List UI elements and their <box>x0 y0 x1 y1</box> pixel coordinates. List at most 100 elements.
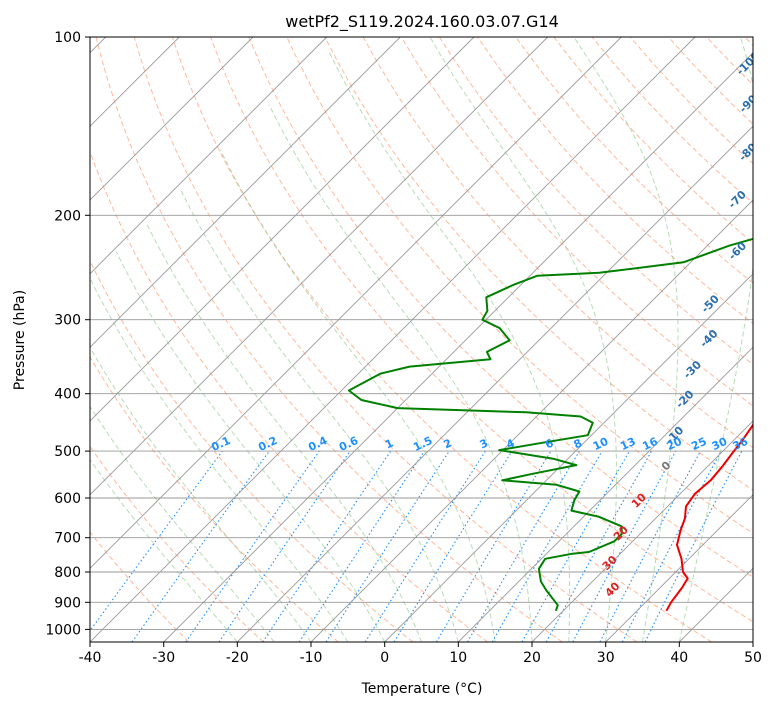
mixing-ratio-line <box>572 450 677 642</box>
mixing-ratio-label: 25 <box>689 435 708 453</box>
dry-adiabat-line <box>515 37 753 284</box>
isotherm-line <box>90 37 622 569</box>
mixing-ratio-line <box>90 450 223 632</box>
moist-adiabat-line <box>678 37 753 642</box>
isotherm-line <box>163 52 753 642</box>
y-tick-label: 800 <box>54 565 81 581</box>
dry-adiabat-line <box>171 37 712 642</box>
x-tick-label: -10 <box>300 650 323 666</box>
dry-adiabat-line <box>744 37 753 47</box>
temperature-trace <box>665 423 753 612</box>
dry-adiabat-line <box>90 445 264 642</box>
moist-adiabat-line <box>145 221 422 642</box>
isotherm-line <box>90 37 254 201</box>
moist-adiabat-line <box>327 49 571 642</box>
chart-title: wetPf2_S119.2024.160.03.07.G14 <box>285 12 559 32</box>
dry-adiabat-line <box>248 37 753 578</box>
isotherm-line <box>531 420 753 642</box>
mixing-ratio-line <box>521 450 630 642</box>
moist-adiabat-line <box>90 458 238 642</box>
y-tick-label: 600 <box>54 491 81 507</box>
dry-adiabat-line <box>210 37 753 623</box>
mixing-ratio-line <box>325 450 450 642</box>
isotherm-line <box>678 567 753 642</box>
sounding-traces <box>347 237 753 612</box>
dry-adiabat-line <box>133 37 638 642</box>
x-tick-label: -20 <box>226 650 249 666</box>
isotherm-line <box>457 346 753 642</box>
y-tick-label: 200 <box>54 208 81 224</box>
mixing-ratio-line <box>467 450 580 642</box>
mixing-ratio-line <box>435 450 552 642</box>
x-tick-label: -40 <box>79 650 102 666</box>
mixing-ratio-line <box>599 450 701 642</box>
x-axis-label: Temperature (°C) <box>361 681 483 697</box>
x-tick-label: 20 <box>523 650 541 666</box>
mixing-ratio-line <box>185 450 320 642</box>
mixing-ratio-line <box>298 450 425 642</box>
y-axis-ticks: 100 200 300 400 500 600 700 800 900 1000 <box>45 30 90 638</box>
isotherm-label: -40 <box>697 327 720 350</box>
moist-adiabat-line <box>219 149 496 642</box>
moist-adiabat-line <box>429 37 617 642</box>
isotherm-line <box>384 273 753 642</box>
y-axis-label: Pressure (hPa) <box>12 290 28 390</box>
dewpoint-trace <box>347 237 753 612</box>
moist-adiabat-line <box>179 187 459 642</box>
mixing-ratio-line <box>621 450 722 642</box>
x-tick-label: 50 <box>744 650 762 666</box>
mixing-ratio-line <box>545 450 653 642</box>
mixing-ratio-label: 10 <box>591 435 611 453</box>
isotherm-line <box>90 37 549 496</box>
x-tick-label: 0 <box>380 650 389 666</box>
isotherm-line <box>90 37 696 642</box>
isotherm-line <box>752 641 753 642</box>
mixing-ratio-label: 30 <box>710 435 730 453</box>
x-tick-label: 10 <box>449 650 467 666</box>
moist-adiabats <box>90 37 753 642</box>
mixing-ratio-label: 20 <box>665 435 685 453</box>
isotherm-label: -80 <box>736 140 759 163</box>
isotherm-label: 40 <box>603 579 623 599</box>
dry-adiabat-line <box>591 37 753 204</box>
dry-adiabat-line <box>95 37 563 642</box>
x-tick-label: 30 <box>597 650 615 666</box>
mixing-ratio-label: 2 <box>442 436 454 451</box>
mixing-ratio-line <box>644 450 743 642</box>
plot-area: -100-90-80-70-60-50-40-30-20-10010203040… <box>90 37 763 642</box>
y-tick-label: 1000 <box>45 622 81 638</box>
moist-adiabat-line <box>90 277 349 642</box>
dry-adiabats <box>90 37 753 642</box>
isotherm-label: 0 <box>659 458 674 473</box>
mixing-ratio-line <box>131 450 270 642</box>
isotherm-line <box>90 37 401 348</box>
y-tick-label: 900 <box>54 595 81 611</box>
isotherm-label: -100 <box>734 49 763 78</box>
dry-adiabat-line <box>400 37 753 407</box>
mixing-ratio-lines <box>90 450 743 642</box>
moist-adiabat-line <box>268 104 533 642</box>
y-tick-label: 700 <box>54 531 81 547</box>
dry-adiabat-line <box>90 259 414 642</box>
moist-adiabat-line <box>573 37 679 642</box>
mixing-ratio-label: 1 <box>383 436 395 451</box>
mixing-ratio-label: 36 <box>731 435 751 453</box>
mixing-ratio-line <box>262 450 392 642</box>
isotherm-label: -50 <box>699 292 722 315</box>
dry-adiabat-line <box>90 531 190 642</box>
isotherm-label: 30 <box>600 553 620 573</box>
mixing-ratio-label: 16 <box>640 435 660 453</box>
dry-adiabat-line <box>90 356 339 642</box>
moist-adiabat-line <box>90 346 312 642</box>
isotherm-line <box>236 125 753 642</box>
isobar-gridlines <box>90 37 753 630</box>
mixing-ratio-line <box>393 450 513 642</box>
isotherm-lines <box>90 37 753 642</box>
mixing-ratio-label: 13 <box>618 435 637 453</box>
mixing-ratio-labels: 0.1 0.2 0.4 0.6 1 1.5 2 3 4 6 8 10 13 16 20 25 30 36 <box>209 434 750 454</box>
x-tick-label: 40 <box>670 650 688 666</box>
dry-adiabat-line <box>438 37 753 366</box>
